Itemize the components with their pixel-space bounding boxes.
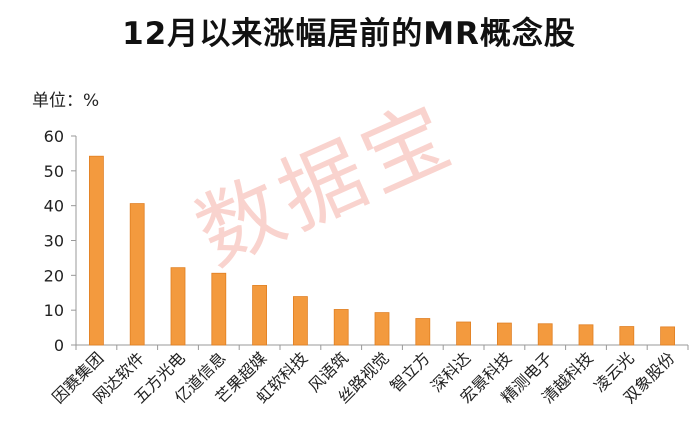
y-tick-label: 40: [44, 197, 64, 216]
y-tick-label: 0: [54, 336, 64, 355]
bar: [456, 321, 472, 346]
bar: [252, 285, 268, 346]
bar: [170, 267, 186, 346]
y-tick-label: 10: [44, 301, 64, 320]
bar: [537, 323, 553, 346]
unit-label: 单位：%: [32, 91, 100, 111]
bar: [211, 272, 227, 346]
y-tick-label: 60: [44, 127, 64, 146]
bar: [292, 296, 308, 346]
bar: [415, 318, 431, 346]
y-tick-label: 20: [44, 266, 64, 285]
bar: [496, 322, 512, 346]
bar: [660, 326, 675, 346]
chart-title: 12月以来涨幅居前的MR概念股: [122, 16, 576, 52]
bar: [578, 324, 594, 346]
y-tick-label: 50: [44, 162, 64, 181]
bar: [129, 203, 145, 346]
y-tick-label: 30: [44, 232, 64, 251]
bar: [333, 309, 349, 346]
x-category-label: 智立方: [386, 348, 433, 395]
bar: [89, 155, 104, 346]
bar: [619, 326, 635, 346]
bar: [374, 312, 390, 346]
